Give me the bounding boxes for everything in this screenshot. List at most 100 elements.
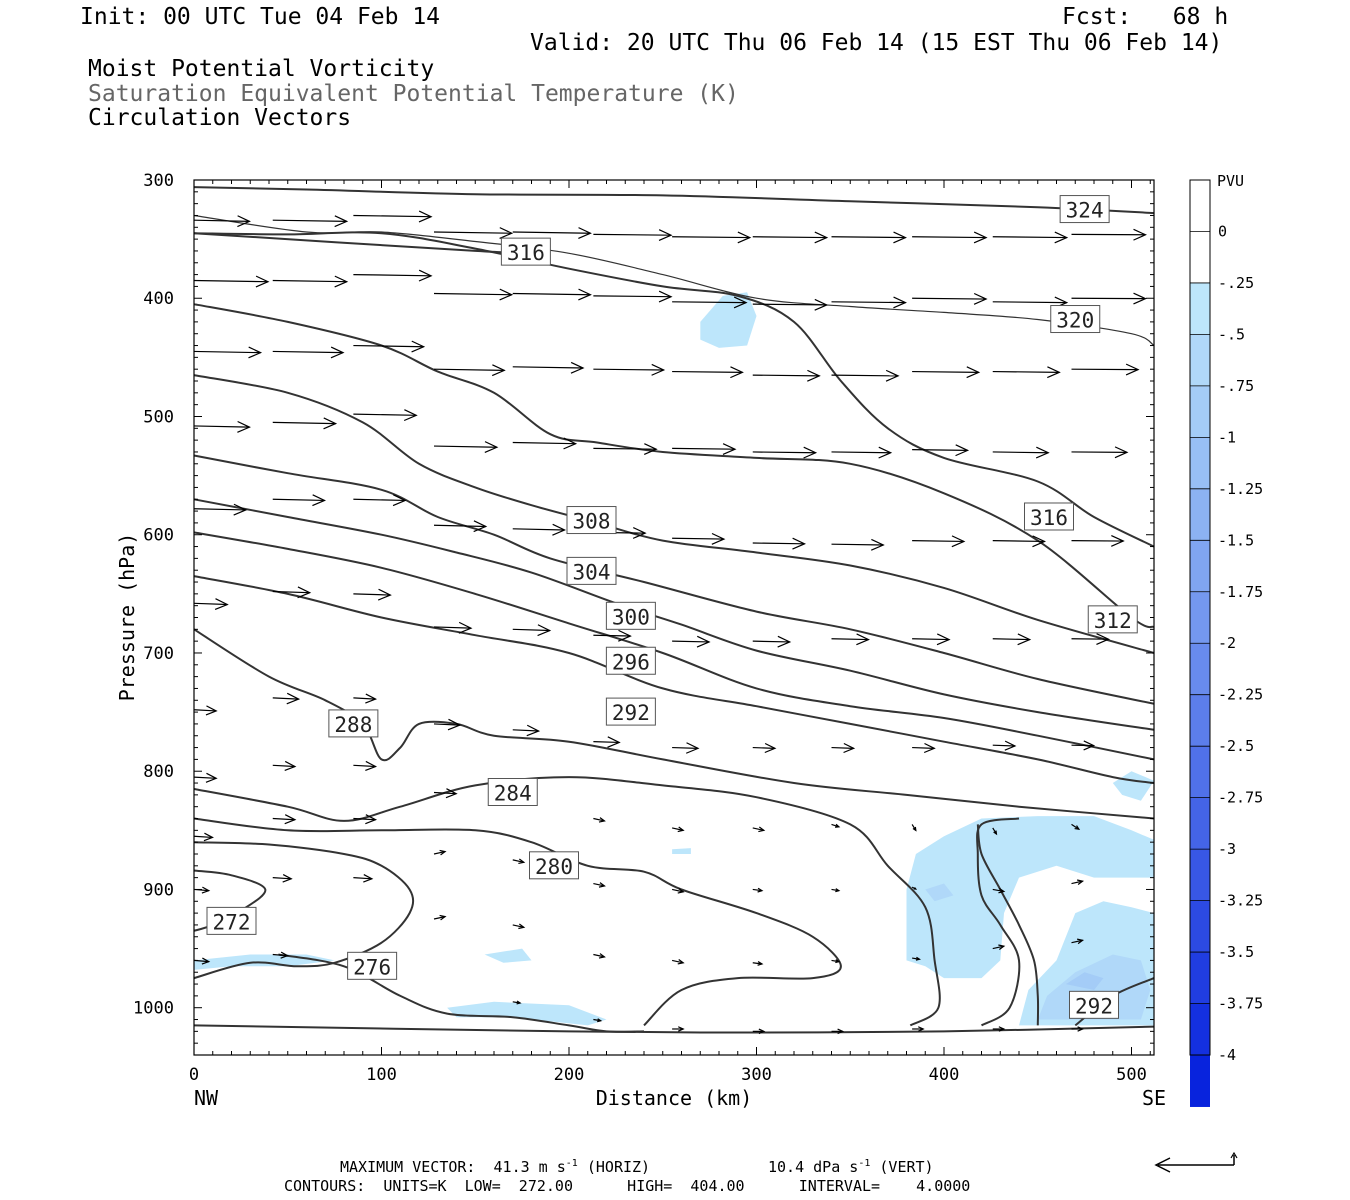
vector-shaft xyxy=(512,924,524,928)
vector-shaft xyxy=(272,877,292,880)
colorbar-label: -1 xyxy=(1218,428,1236,446)
vector-head xyxy=(1133,228,1147,241)
vector-head xyxy=(537,624,552,637)
vector-shaft xyxy=(593,817,605,822)
x-tick-label: 100 xyxy=(366,1065,397,1085)
vector-shaft xyxy=(671,827,684,831)
vector-shaft xyxy=(512,441,576,445)
vector-shaft xyxy=(193,835,213,839)
vector-head xyxy=(856,633,870,646)
vector-head xyxy=(885,369,900,382)
vector-shaft xyxy=(831,638,869,641)
vector-head xyxy=(365,814,378,825)
circulation-vector xyxy=(193,420,251,433)
vector-head xyxy=(518,858,526,865)
vector-head xyxy=(685,742,700,754)
vector-head xyxy=(418,210,433,223)
circulation-vector xyxy=(752,369,821,382)
vector-head xyxy=(403,409,418,422)
circulation-vector xyxy=(912,231,988,244)
contour-label-box xyxy=(566,556,617,585)
vector-shaft xyxy=(272,421,336,425)
colorbar-label: -2 xyxy=(1218,634,1236,652)
vector-head xyxy=(334,215,349,228)
circulation-vector xyxy=(272,586,312,599)
field-title-vectors: Circulation Vectors xyxy=(88,105,352,131)
colorbar: 0 -.25 -.5 -.75 -1 -1.25 -1.5 -1.75 -2 -2.25 -2.5 -… xyxy=(1189,179,1263,1107)
vector-head xyxy=(1111,535,1125,547)
vector-shaft xyxy=(593,953,605,958)
y-tick-label: 800 xyxy=(143,762,174,782)
vector-shaft xyxy=(193,602,228,606)
circulation-vector xyxy=(672,296,748,309)
vector-shaft xyxy=(353,817,376,821)
circulation-vector xyxy=(992,1026,1006,1032)
vector-head xyxy=(330,346,345,359)
circulation-vector xyxy=(1071,535,1125,547)
vector-head xyxy=(323,417,338,430)
circulation-vector xyxy=(353,210,433,223)
vector-head xyxy=(365,693,378,704)
theta-contour-316 xyxy=(193,231,1155,548)
circulation-vector xyxy=(272,275,349,288)
vector-shaft xyxy=(272,697,299,700)
vector-head xyxy=(923,742,936,754)
colorbar-label: 0 xyxy=(1218,222,1227,240)
vector-head xyxy=(286,692,301,705)
circulation-vector xyxy=(353,760,378,772)
circulation-vector xyxy=(593,229,673,242)
pv-shade-region xyxy=(447,1001,607,1026)
contour-label-box xyxy=(605,646,656,675)
circulation-vector xyxy=(193,772,218,783)
colorbar-label: -.25 xyxy=(1218,274,1254,292)
vector-head xyxy=(578,227,592,239)
field-title-theta-es: Saturation Equivalent Potential Temperat… xyxy=(88,81,739,107)
circulation-vector xyxy=(831,959,841,964)
circulation-vector xyxy=(353,693,378,704)
vector-shaft xyxy=(272,817,295,821)
circulation-vector xyxy=(353,409,418,422)
vector-shaft xyxy=(512,859,524,863)
circulation-vector xyxy=(992,944,1006,950)
vector-head xyxy=(203,832,214,842)
circulation-vector xyxy=(1071,363,1140,376)
circulation-vector xyxy=(193,503,248,516)
vector-head xyxy=(205,772,218,783)
vector-head xyxy=(1035,446,1050,459)
vector-head xyxy=(951,535,966,548)
circulation-vector xyxy=(272,494,327,507)
vector-shaft xyxy=(992,236,1067,239)
contour-label: 304 xyxy=(573,560,611,584)
x-tick-label: 0 xyxy=(189,1065,199,1085)
vector-shaft xyxy=(433,368,505,371)
circulation-vector xyxy=(272,417,338,430)
vector-shaft xyxy=(671,959,684,964)
vector-head xyxy=(563,437,578,450)
vector-shaft xyxy=(433,231,512,234)
vector-shaft xyxy=(992,370,1060,373)
circulation-vector xyxy=(272,346,345,359)
vector-shaft xyxy=(512,231,591,234)
vector-head xyxy=(392,494,407,507)
circulation-vector xyxy=(593,736,621,748)
vector-shaft xyxy=(193,350,261,354)
colorbar-band xyxy=(1190,849,1210,902)
vector-shaft xyxy=(672,236,750,239)
circulation-vector xyxy=(752,298,829,311)
circulation-vector xyxy=(272,874,293,883)
valid-time: Valid: 20 UTC Thu 06 Feb 14 (15 EST Thu … xyxy=(530,30,1223,56)
vector-head xyxy=(363,874,374,883)
circulation-vector xyxy=(672,366,744,379)
colorbar-band xyxy=(1190,334,1210,387)
contour-label-box xyxy=(1024,502,1074,531)
vector-head xyxy=(758,826,766,833)
vector-shaft xyxy=(992,888,1004,893)
vector-shaft xyxy=(272,350,344,354)
circulation-vector xyxy=(671,826,685,833)
vector-head xyxy=(597,1018,603,1023)
vector-shaft xyxy=(353,593,391,596)
vector-shaft xyxy=(433,851,446,855)
pv-shade-region xyxy=(484,948,532,963)
vector-head xyxy=(1077,1026,1085,1032)
